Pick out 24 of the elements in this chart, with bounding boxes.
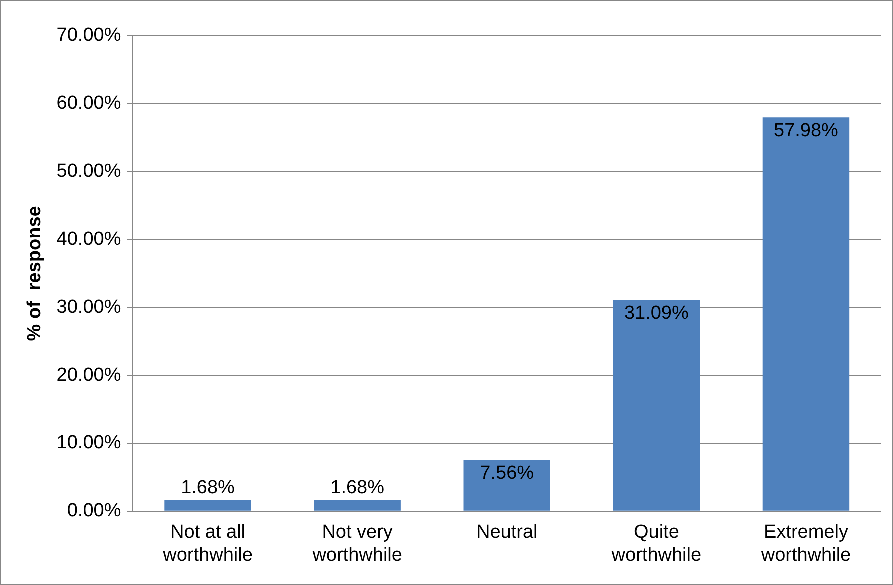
bar (164, 500, 252, 511)
data-label: 1.68% (181, 478, 236, 499)
x-tick-label: Quite worthwhile (610, 522, 702, 566)
y-tick-label: 60.00% (56, 93, 122, 114)
x-tick-label: Extremely worthwhile (760, 522, 852, 566)
data-label: 1.68% (330, 478, 385, 499)
y-tick-label: 30.00% (56, 296, 122, 318)
y-tick-label: 50.00% (56, 161, 122, 182)
y-tick-label: 40.00% (56, 228, 122, 250)
y-tick-label: 0.00% (67, 500, 122, 522)
y-axis-title: % of response (24, 206, 46, 342)
data-label: 57.98% (774, 120, 839, 142)
x-tick-label: Not very worthwhile (312, 522, 402, 566)
data-label: 31.09% (624, 302, 689, 324)
y-tick-label: 20.00% (56, 364, 122, 386)
bar (314, 500, 401, 511)
x-tick-label: Neutral (476, 522, 538, 544)
bar (464, 460, 550, 511)
y-tick-label: 10.00% (56, 432, 122, 454)
x-tick-label: Not at all worthwhile (162, 522, 253, 566)
data-label: 7.56% (480, 462, 534, 484)
bar (613, 300, 700, 511)
bar (762, 118, 850, 511)
y-tick-label: 70.00% (56, 25, 122, 46)
